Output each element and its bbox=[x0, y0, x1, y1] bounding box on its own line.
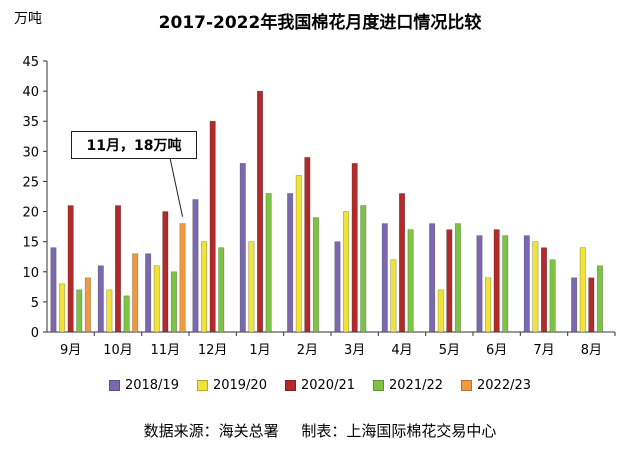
legend-swatch bbox=[108, 380, 120, 391]
bar bbox=[76, 289, 83, 333]
legend-label: 2022/23 bbox=[477, 378, 532, 393]
x-tick-label: 6月 bbox=[486, 343, 507, 358]
bar bbox=[360, 205, 367, 333]
x-tick-label: 10月 bbox=[103, 343, 133, 358]
annotation-callout: 11月，18万吨 bbox=[71, 131, 197, 159]
y-tick-label: 10 bbox=[22, 266, 39, 281]
bar bbox=[398, 193, 405, 333]
bar bbox=[115, 205, 122, 333]
bar bbox=[153, 265, 160, 333]
bar bbox=[390, 259, 397, 333]
bar bbox=[437, 289, 444, 333]
y-tick-label: 35 bbox=[22, 115, 39, 130]
source-line: 数据来源：海关总署 制表：上海国际棉花交易中心 bbox=[0, 420, 640, 441]
bar bbox=[162, 211, 169, 333]
y-axis-unit: 万吨 bbox=[14, 11, 42, 27]
legend-swatch bbox=[196, 380, 208, 391]
bar bbox=[429, 223, 436, 333]
bar bbox=[239, 163, 246, 333]
bar bbox=[540, 247, 547, 333]
y-tick-label: 15 bbox=[22, 236, 39, 251]
y-tick-label: 20 bbox=[22, 206, 39, 221]
bar bbox=[209, 120, 216, 333]
bar bbox=[446, 229, 453, 333]
bar bbox=[287, 193, 294, 333]
bar bbox=[218, 247, 225, 333]
x-tick-label: 5月 bbox=[439, 343, 460, 358]
bar bbox=[485, 277, 492, 333]
bar bbox=[248, 241, 255, 333]
bar bbox=[312, 217, 319, 333]
y-tick-label: 0 bbox=[31, 326, 39, 341]
bar bbox=[84, 277, 91, 333]
x-tick-label: 11月 bbox=[151, 343, 181, 358]
legend-label: 2019/20 bbox=[212, 378, 267, 393]
x-tick-label: 1月 bbox=[249, 343, 270, 358]
legend-item: 2020/21 bbox=[284, 378, 355, 393]
bar bbox=[59, 283, 66, 333]
legend-swatch bbox=[284, 380, 296, 391]
bar bbox=[454, 223, 461, 333]
legend-item: 2022/23 bbox=[461, 378, 531, 393]
bar bbox=[304, 157, 311, 333]
bar bbox=[493, 229, 500, 333]
bar bbox=[145, 253, 152, 333]
legend-label: 2018/19 bbox=[124, 378, 179, 393]
legend-label: 2020/21 bbox=[300, 378, 355, 393]
bar bbox=[50, 247, 57, 333]
legend-item: 2021/22 bbox=[373, 378, 443, 393]
bar bbox=[476, 235, 483, 333]
legend-item: 2018/19 bbox=[108, 378, 179, 393]
bar bbox=[579, 247, 586, 333]
bar bbox=[123, 295, 130, 333]
y-tick-label: 25 bbox=[22, 175, 39, 190]
bar bbox=[532, 241, 539, 333]
bar bbox=[132, 253, 139, 333]
bar bbox=[179, 223, 186, 333]
chart-title: 2017-2022年我国棉花月度进口情况比较 bbox=[158, 13, 482, 33]
x-tick-label: 2月 bbox=[297, 343, 318, 358]
bar bbox=[97, 265, 104, 333]
legend-label: 2021/22 bbox=[389, 378, 444, 393]
x-tick-label: 3月 bbox=[344, 343, 365, 358]
bar bbox=[596, 265, 603, 333]
bar bbox=[192, 199, 199, 333]
legend-swatch bbox=[373, 380, 384, 391]
legend-swatch bbox=[461, 380, 473, 391]
y-tick-label: 45 bbox=[22, 55, 39, 70]
bar bbox=[571, 277, 578, 333]
bar bbox=[334, 241, 341, 333]
bar bbox=[256, 90, 263, 333]
bar bbox=[106, 289, 113, 333]
x-tick-label: 8月 bbox=[581, 343, 602, 358]
bar bbox=[407, 229, 414, 333]
bar bbox=[201, 241, 208, 333]
bar bbox=[343, 211, 350, 333]
legend-item: 2019/20 bbox=[196, 378, 267, 393]
made-by-text: 制表：上海国际棉花交易中心 bbox=[301, 422, 497, 440]
x-tick-label: 9月 bbox=[60, 343, 81, 358]
bar bbox=[170, 271, 177, 333]
bar bbox=[502, 235, 509, 333]
bar bbox=[351, 163, 358, 333]
y-tick-label: 40 bbox=[22, 85, 39, 100]
x-tick-label: 4月 bbox=[391, 343, 412, 358]
bar bbox=[265, 193, 272, 333]
bar bbox=[67, 205, 74, 333]
x-tick-label: 12月 bbox=[198, 343, 228, 358]
bar bbox=[381, 223, 388, 333]
data-source-text: 数据来源：海关总署 bbox=[143, 422, 279, 440]
legend: 2018/19 2019/20 2020/21 2021/22 2022/23 bbox=[0, 378, 640, 393]
x-tick-label: 7月 bbox=[533, 343, 554, 358]
bar bbox=[588, 277, 595, 333]
bar bbox=[549, 259, 556, 333]
y-tick-label: 30 bbox=[22, 145, 39, 160]
bar bbox=[523, 235, 530, 333]
callout-pointer bbox=[169, 157, 184, 217]
bar bbox=[295, 175, 302, 333]
y-tick-label: 5 bbox=[31, 296, 39, 311]
